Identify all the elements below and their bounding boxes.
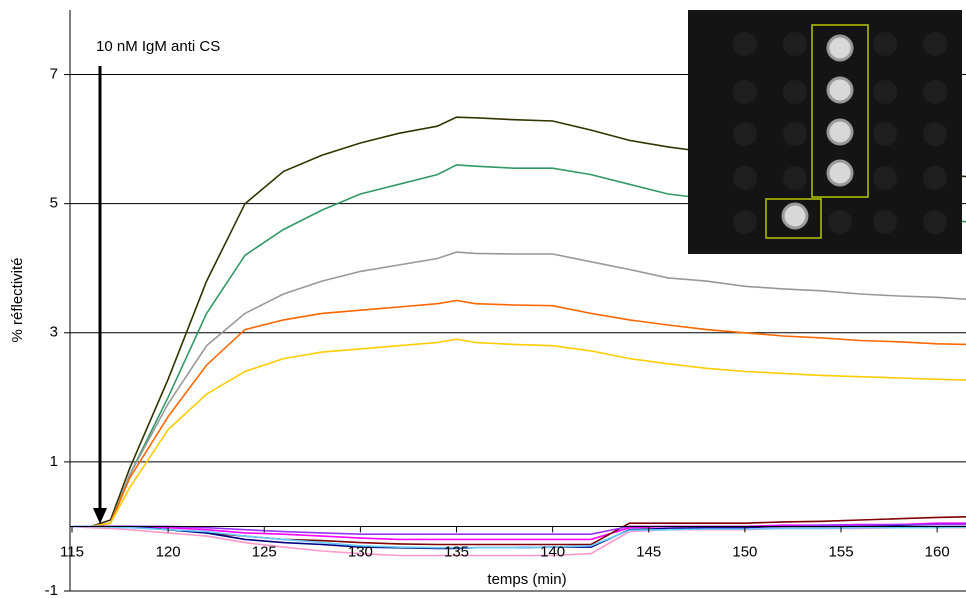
inset-background <box>688 10 962 254</box>
y-tick-label: -1 <box>45 582 58 598</box>
y-axis-title: % réflectivité <box>9 257 26 342</box>
x-tick-label: 120 <box>156 543 181 560</box>
y-tick-label: 1 <box>50 453 58 470</box>
x-tick-label: 130 <box>348 543 373 560</box>
x-tick-label: 145 <box>636 543 661 560</box>
inset-frame <box>811 24 869 198</box>
series-line <box>72 251 966 528</box>
y-tick-label: 3 <box>50 324 58 341</box>
series-line <box>72 299 966 528</box>
series-line <box>72 338 966 528</box>
inset-frame <box>765 198 822 239</box>
inset-spots <box>733 32 947 234</box>
x-tick-label: 115 <box>60 543 84 560</box>
x-tick-label: 135 <box>444 543 469 560</box>
x-tick-label: 160 <box>925 543 950 560</box>
x-tick-label: 150 <box>732 543 757 560</box>
x-tick-label: 140 <box>540 543 565 560</box>
inset-bright-spots <box>781 34 854 230</box>
x-axis-title: temps (min) <box>487 571 566 588</box>
x-tick-label: 125 <box>252 543 277 560</box>
series-line <box>72 525 966 549</box>
annotation: 10 nM IgM anti CS <box>96 38 220 55</box>
x-tick-label: 155 <box>829 543 854 560</box>
inset-image <box>688 10 962 254</box>
y-tick-label: 7 <box>50 66 58 83</box>
series-line <box>72 516 966 546</box>
annotation-arrowhead <box>93 508 107 524</box>
y-tick-label: 5 <box>50 195 58 212</box>
